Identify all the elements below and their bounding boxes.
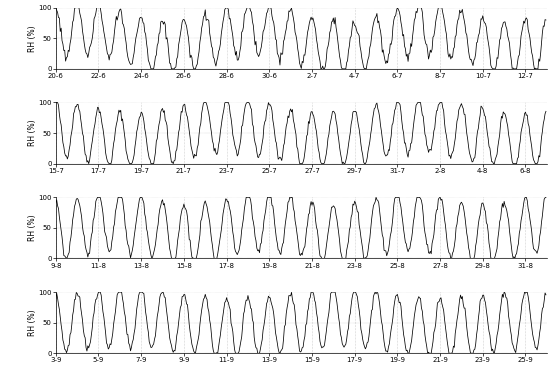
Y-axis label: RH (%): RH (%) — [28, 310, 37, 336]
Y-axis label: RH (%): RH (%) — [28, 25, 37, 51]
Y-axis label: RH (%): RH (%) — [28, 120, 37, 146]
Y-axis label: RH (%): RH (%) — [28, 215, 37, 241]
